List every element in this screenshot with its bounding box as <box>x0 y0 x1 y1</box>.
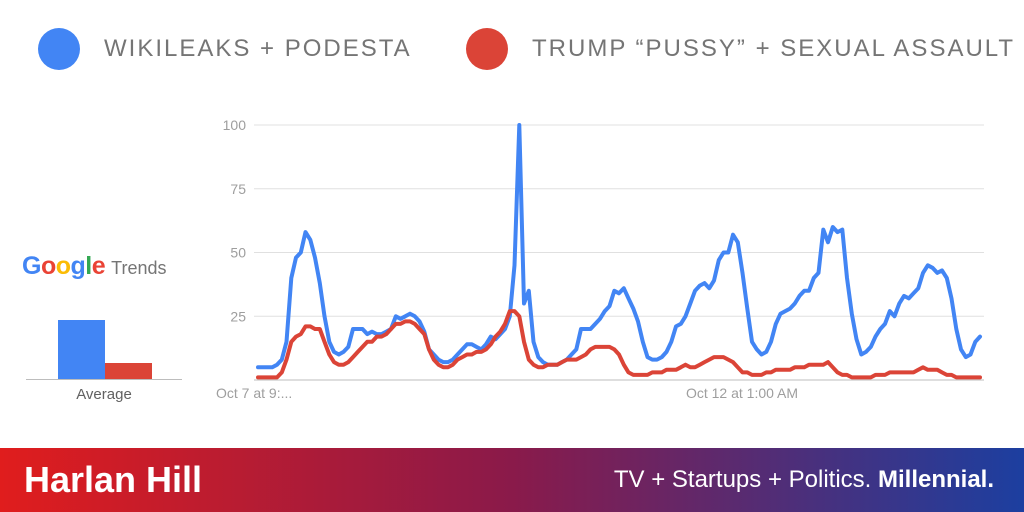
trends-wordmark: Trends <box>111 258 167 278</box>
series-line-0 <box>256 123 982 370</box>
google-letter: e <box>91 252 106 280</box>
footer-banner: Harlan Hill TV + Startups + Politics. Mi… <box>0 448 1024 512</box>
series-line-1 <box>256 309 982 380</box>
average-baseline <box>26 379 182 380</box>
google-letter: g <box>70 252 86 280</box>
google-letter: l <box>85 252 92 280</box>
average-bar-trump <box>105 362 152 380</box>
google-letter: G <box>22 252 41 280</box>
y-tick-label: 75 <box>230 181 246 197</box>
legend-label: TRUMP “PUSSY” + SEXUAL ASSAULT <box>532 35 1016 62</box>
legend-label: WIKILEAKS + PODESTA <box>104 35 412 62</box>
y-tick-label: 25 <box>230 308 246 324</box>
tagline-plain: TV + Startups + Politics. <box>613 466 872 493</box>
chart-legend: WIKILEAKS + PODESTA TRUMP “PUSSY” + SEXU… <box>0 24 1024 74</box>
y-tick-label: 100 <box>223 117 247 133</box>
y-tick-label: 50 <box>230 245 246 261</box>
google-letter: o <box>55 252 71 280</box>
legend-item-wikileaks: WIKILEAKS + PODESTA <box>38 24 412 74</box>
legend-swatch-blue <box>38 28 80 70</box>
average-chart: Average <box>26 300 182 410</box>
footer-name: Harlan Hill <box>24 459 203 500</box>
average-bar-wikileaks <box>58 320 105 380</box>
line-chart: 25 50 75 100 Oct 7 at 9:... Oct 12 at 1:00 AM <box>216 117 984 401</box>
google-wordmark: Google <box>22 252 106 281</box>
legend-swatch-red <box>466 28 508 70</box>
google-trends-logo: Google Trends <box>22 252 167 286</box>
x-tick-label: Oct 7 at 9:... <box>216 385 292 401</box>
tagline-bold: Millennial. <box>877 466 994 493</box>
google-letter: o <box>40 252 56 280</box>
x-tick-label: Oct 12 at 1:00 AM <box>686 385 798 401</box>
footer-tagline: TV + Startups + Politics. Millennial. <box>614 466 994 494</box>
average-label: Average <box>76 386 132 403</box>
legend-item-trump: TRUMP “PUSSY” + SEXUAL ASSAULT <box>466 24 1015 74</box>
